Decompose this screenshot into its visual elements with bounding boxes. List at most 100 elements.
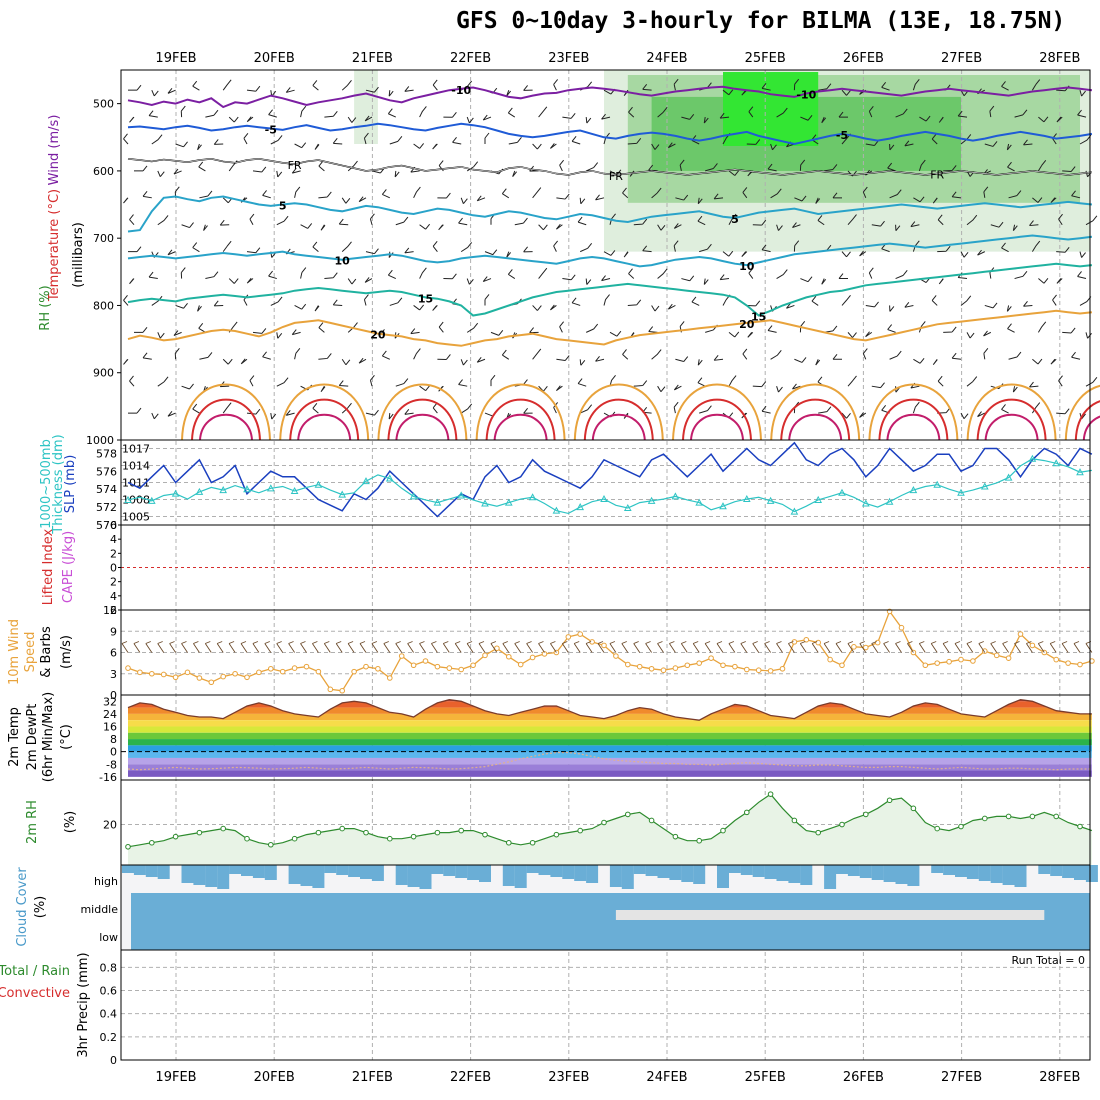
wind-barb: [811, 641, 819, 653]
upper-wind-barb: [657, 224, 666, 231]
upper-wind-barb: [792, 383, 801, 390]
isotherm-label: 15: [418, 292, 433, 305]
wind-speed-point: [970, 658, 976, 664]
upper-wind-barb: [222, 402, 232, 414]
thickness-marker: [885, 497, 894, 505]
li-label-b: CAPE (J/kg): [61, 531, 76, 603]
upper-wind-barb: [341, 80, 352, 91]
wind-speed-point: [577, 631, 584, 637]
upper-wind-barb: [538, 267, 548, 279]
rh-point: [886, 797, 893, 804]
wind-barb: [823, 641, 831, 653]
upper-wind-barb: [395, 378, 409, 387]
wind-barb: [835, 641, 843, 653]
upper-wind-barb: [151, 412, 159, 420]
cloud-high-bar: [443, 865, 456, 876]
date-label-bottom: 20FEB: [254, 1070, 295, 1085]
thickness-marker: [219, 486, 228, 494]
upper-wind-barb: [673, 223, 682, 229]
upper-wind-barb: [675, 356, 689, 363]
cloud-high-bar: [336, 865, 349, 875]
upper-wind-barb: [246, 116, 254, 123]
temp-units-label: (°C): [59, 724, 74, 750]
upper-wind-barb: [240, 358, 248, 365]
temp-band: [128, 739, 1092, 746]
rh-point: [958, 823, 964, 830]
upper-wind-barb: [452, 137, 462, 145]
upper-wind-barb: [129, 214, 135, 226]
upper-wind-barb: [1007, 323, 1015, 333]
upper-wind-barb: [341, 358, 351, 366]
cloud-high-bar: [371, 865, 384, 881]
upper-wind-barb: [904, 301, 914, 308]
upper-wind-barb: [865, 331, 873, 338]
thickness-marker: [552, 506, 561, 514]
upper-wind-barb: [681, 275, 695, 282]
upper-wind-barb: [865, 301, 879, 308]
upper-wind-barb: [719, 274, 730, 281]
wind-speed-point: [779, 665, 786, 672]
upper-wind-barb: [443, 273, 457, 280]
cloud-high-bar: [217, 865, 230, 889]
upper-wind-barb: [192, 403, 200, 414]
wind-barb: [1061, 641, 1069, 653]
upper-wind-barb: [951, 352, 962, 360]
upper-wind-barb: [294, 186, 301, 198]
upper-panel-labels: Wind (m/s) Temperature (°C) RH (%) (mill…: [0, 115, 91, 1058]
upper-wind-barb: [529, 327, 539, 334]
precip-label-b: Convective: [0, 986, 70, 1001]
upper-wind-barb: [912, 79, 920, 91]
upper-wind-barb: [585, 162, 599, 172]
upper-wind-barb: [1077, 109, 1087, 118]
upper-wind-barb: [148, 110, 158, 118]
slp-line: [127, 441, 1093, 518]
rh-point: [149, 839, 155, 846]
surface-contour: [682, 398, 752, 441]
upper-wind-barb: [556, 193, 570, 200]
wind-barb: [657, 641, 664, 653]
upper-wind-barb: [501, 188, 510, 199]
upper-wind-barb: [506, 251, 512, 258]
wind-barb: [538, 641, 545, 653]
wind-speed-point: [339, 687, 346, 694]
upper-wind-barb: [252, 166, 267, 173]
rh-point: [863, 811, 869, 818]
wind-speed-point: [982, 648, 988, 654]
li-tick-label: 2: [110, 547, 117, 560]
upper-wind-barb: [262, 190, 271, 199]
isotherm-label: -5: [265, 124, 277, 137]
date-label-bottom: 25FEB: [745, 1070, 786, 1085]
upper-wind-barb: [173, 330, 182, 337]
upper-wind-barb: [1012, 386, 1018, 393]
temp-band: [128, 720, 1092, 727]
upper-wind-barb: [1014, 270, 1028, 280]
rh-point: [720, 827, 726, 834]
wind-barb: [454, 641, 462, 653]
surface-contour: [191, 398, 261, 441]
upper-wind-barb: [931, 133, 938, 145]
upper-wind-barb: [943, 326, 957, 333]
wind-speed-point: [244, 674, 250, 681]
wind-speed-point: [755, 667, 762, 674]
upper-wind-barb: [913, 196, 925, 203]
wind-speed-point: [648, 665, 655, 672]
upper-wind-barb: [151, 89, 159, 97]
upper-wind-barb: [276, 170, 283, 178]
rh-point: [767, 791, 774, 797]
upper-wind-barb: [364, 277, 373, 283]
upper-wind-barb: [585, 278, 592, 285]
upper-wind-barb: [1031, 240, 1041, 252]
wind-barb: [978, 641, 986, 653]
cloud-high-bar: [717, 865, 729, 888]
cloud-level-label: low: [99, 931, 118, 944]
upper-wind-barb: [1029, 220, 1039, 227]
upper-wind-barb: [388, 413, 394, 420]
upper-wind-barb: [556, 355, 570, 362]
upper-wind-barb: [198, 161, 206, 172]
upper-wind-barb: [1079, 251, 1086, 258]
thickness-line: [127, 458, 1092, 515]
upper-rh-label: RH (%): [38, 285, 53, 330]
wind-barb: [526, 641, 533, 653]
wind-barb: [204, 641, 212, 653]
rh-line: [127, 793, 1093, 848]
